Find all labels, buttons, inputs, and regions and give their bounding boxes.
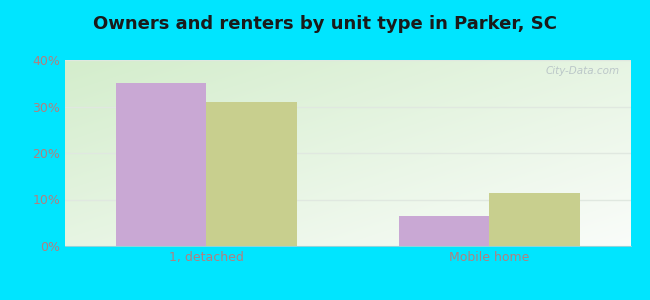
Bar	[116, 83, 207, 246]
Bar	[398, 216, 489, 246]
Text: Owners and renters by unit type in Parker, SC: Owners and renters by unit type in Parke…	[93, 15, 557, 33]
Text: City-Data.com: City-Data.com	[545, 66, 619, 76]
Bar	[207, 102, 297, 246]
Bar	[489, 193, 580, 246]
